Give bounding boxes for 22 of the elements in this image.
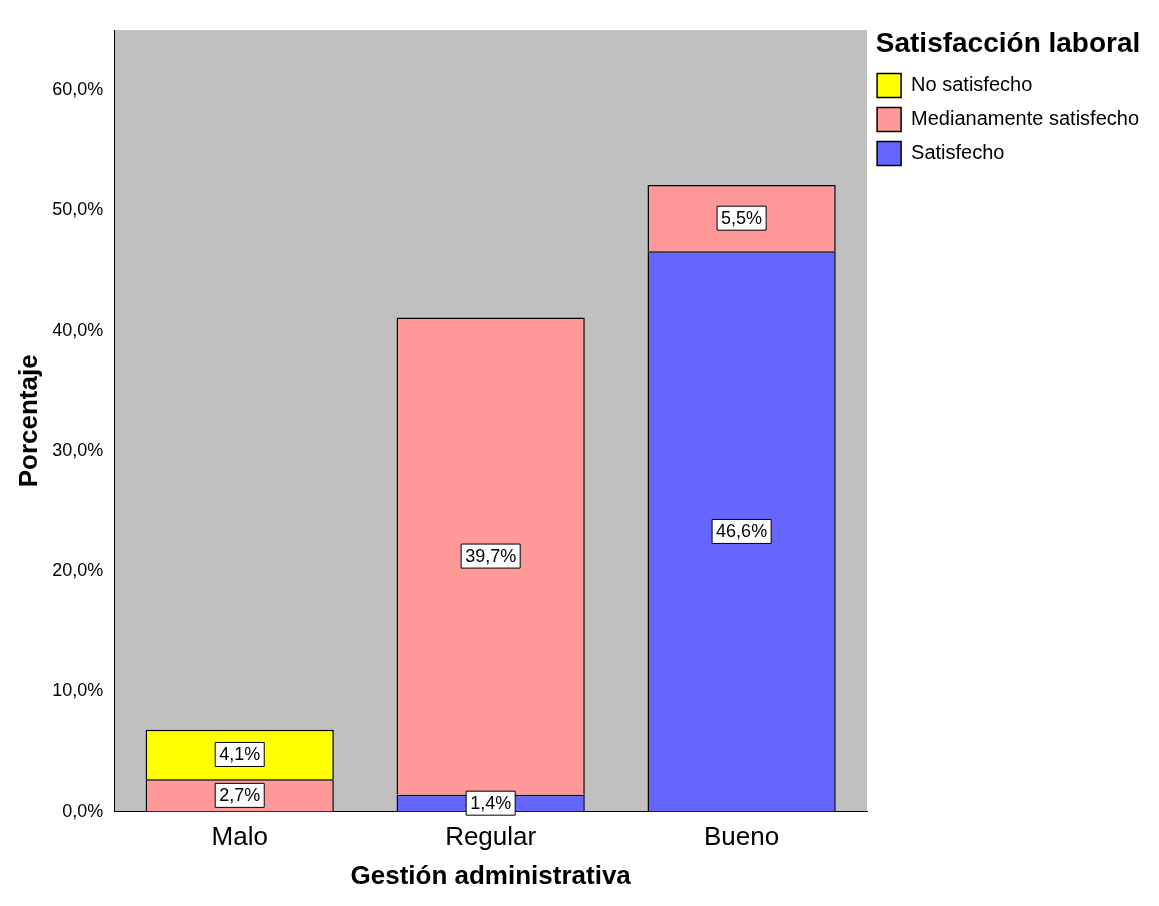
data-label: 46,6% [716, 521, 768, 542]
x-tick-label: Malo [211, 821, 268, 852]
legend-label: No satisfecho [911, 73, 1033, 96]
x-axis-title: Gestión administrativa [350, 859, 632, 890]
y-tick-label: 0,0% [62, 800, 104, 821]
y-tick-label: 30,0% [52, 439, 104, 460]
y-tick-label: 50,0% [52, 199, 104, 220]
y-axis-title: Porcentaje [12, 354, 43, 488]
data-label: 2,7% [219, 785, 261, 806]
y-tick-label: 60,0% [52, 79, 104, 100]
y-tick-label: 10,0% [52, 680, 104, 701]
legend-title: Satisfacción laboral [875, 26, 1141, 58]
y-tick-label: 20,0% [52, 560, 104, 581]
legend-label: Medianamente satisfecho [911, 107, 1140, 130]
data-label: 5,5% [721, 208, 763, 229]
data-label: 1,4% [470, 793, 512, 814]
y-tick-label: 40,0% [52, 319, 104, 340]
x-tick-label: Regular [445, 821, 537, 852]
legend-label: Satisfecho [911, 141, 1005, 164]
data-label: 39,7% [465, 546, 517, 567]
data-label: 4,1% [219, 744, 261, 765]
x-tick-label: Bueno [704, 821, 780, 852]
